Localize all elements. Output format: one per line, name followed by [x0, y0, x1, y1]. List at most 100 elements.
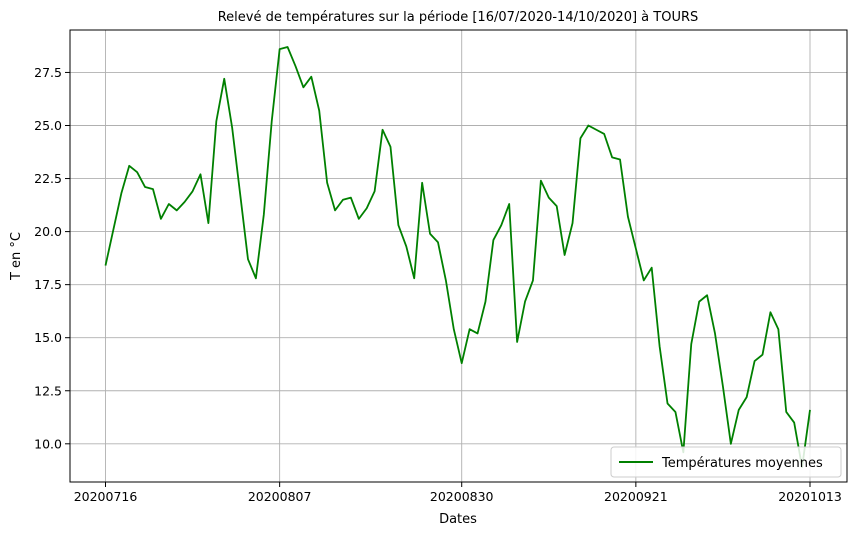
x-axis-ticks: 20200716 20200807 20200830 20200921 20201013 — [74, 482, 842, 504]
data-point — [342, 199, 344, 201]
data-point — [413, 277, 415, 279]
data-point — [674, 411, 676, 413]
data-point — [651, 267, 653, 269]
y-tick-label: 10.0 — [34, 436, 62, 451]
data-point — [326, 182, 328, 184]
x-tick-label: 20200716 — [74, 489, 138, 504]
data-point — [136, 171, 138, 173]
data-point — [548, 197, 550, 199]
data-point — [207, 222, 209, 224]
data-point — [754, 360, 756, 362]
y-tick-label: 22.5 — [34, 171, 62, 186]
data-point — [184, 201, 186, 203]
data-point — [690, 343, 692, 345]
data-point — [302, 86, 304, 88]
y-tick-label: 12.5 — [34, 383, 62, 398]
data-point — [564, 254, 566, 256]
data-point — [762, 354, 764, 356]
data-point — [738, 409, 740, 411]
chart-title: Relevé de températures sur la période [1… — [218, 10, 699, 25]
data-point — [572, 222, 574, 224]
data-point — [287, 46, 289, 48]
data-point — [223, 78, 225, 80]
data-point — [595, 129, 597, 131]
data-point — [239, 192, 241, 194]
data-point — [484, 301, 486, 303]
x-tick-label: 20201013 — [778, 489, 842, 504]
data-point — [579, 137, 581, 139]
data-point — [215, 120, 217, 122]
data-point — [192, 190, 194, 192]
data-point — [128, 165, 130, 167]
data-point — [263, 214, 265, 216]
grid-lines — [70, 30, 847, 482]
data-point — [469, 328, 471, 330]
y-axis-ticks: 10.0 12.5 15.0 17.5 20.0 22.5 25.0 27.5 — [34, 65, 70, 451]
data-point — [809, 409, 811, 411]
data-point — [477, 332, 479, 334]
data-point — [746, 396, 748, 398]
data-point — [437, 241, 439, 243]
data-point — [603, 133, 605, 135]
x-tick-label: 20200807 — [248, 489, 312, 504]
data-point — [540, 180, 542, 182]
data-point — [421, 182, 423, 184]
y-axis-label: T en °C — [9, 232, 24, 281]
data-point — [397, 224, 399, 226]
data-point — [199, 173, 201, 175]
data-point — [730, 443, 732, 445]
data-point — [152, 188, 154, 190]
legend-label: Températures moyennes — [661, 456, 823, 471]
series-line-temperatures — [104, 46, 811, 469]
data-point — [769, 311, 771, 313]
data-point — [643, 279, 645, 281]
data-point — [659, 345, 661, 347]
data-point — [793, 422, 795, 424]
data-point — [445, 279, 447, 281]
data-point — [334, 209, 336, 211]
y-tick-label: 27.5 — [34, 65, 62, 80]
y-tick-label: 20.0 — [34, 224, 62, 239]
data-point — [500, 224, 502, 226]
data-point — [453, 328, 455, 330]
data-point — [318, 110, 320, 112]
data-point — [389, 146, 391, 148]
data-point — [516, 341, 518, 343]
legend: Températures moyennes — [610, 446, 842, 478]
x-tick-label: 20200830 — [430, 489, 494, 504]
legend-box — [610, 446, 842, 478]
data-point — [247, 258, 249, 260]
data-point — [120, 192, 122, 194]
data-point — [619, 158, 621, 160]
y-tick-label: 25.0 — [34, 118, 62, 133]
data-point — [714, 332, 716, 334]
data-point — [785, 411, 787, 413]
data-point — [271, 120, 273, 122]
data-point — [294, 65, 296, 67]
data-point — [105, 265, 107, 267]
plot-frame — [69, 29, 848, 483]
data-point — [722, 386, 724, 388]
data-point — [176, 209, 178, 211]
y-tick-label: 17.5 — [34, 277, 62, 292]
data-point — [168, 203, 170, 205]
data-point — [366, 207, 368, 209]
data-point — [112, 228, 114, 230]
data-point — [698, 301, 700, 303]
data-point — [556, 205, 558, 207]
data-point — [160, 218, 162, 220]
data-point — [635, 248, 637, 250]
y-tick-label: 15.0 — [34, 330, 62, 345]
data-point — [667, 402, 669, 404]
data-point — [144, 186, 146, 188]
data-point — [587, 124, 589, 126]
data-point — [508, 203, 510, 205]
data-point — [350, 197, 352, 199]
data-point — [429, 233, 431, 235]
data-point — [777, 328, 779, 330]
x-axis-label: Dates — [439, 512, 477, 527]
data-point — [279, 48, 281, 50]
data-point — [382, 129, 384, 131]
data-point — [611, 156, 613, 158]
